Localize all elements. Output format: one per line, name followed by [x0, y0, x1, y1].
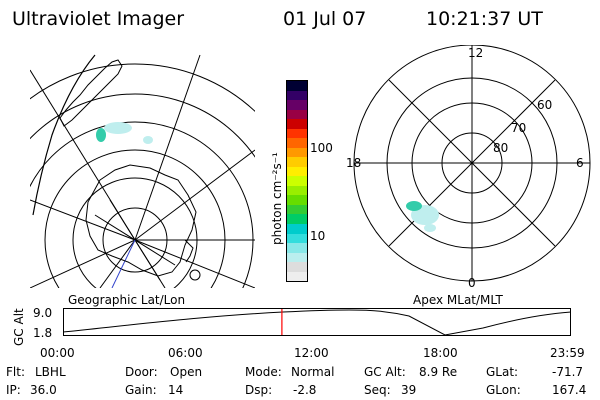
colorbar-segment [287, 195, 307, 205]
colorbar-segment [287, 109, 307, 120]
time-label: 10:21:37 UT [426, 8, 543, 30]
colorbar-segment [287, 233, 307, 244]
noon-meridian [111, 239, 136, 288]
geographic-panel-label: Geographic Lat/Lon [68, 293, 186, 307]
mlat-label-70: 70 [511, 121, 527, 135]
timeline-y-label-min: 1.8 [33, 326, 53, 340]
colorbar-segment [287, 243, 307, 253]
colorbar-segment [287, 100, 307, 110]
colorbar [286, 80, 308, 282]
colorbar-segment [287, 252, 307, 263]
colorbar-segment [287, 147, 307, 158]
colorbar-segment [287, 90, 307, 101]
timeline-x-label-2359: 23:59 [550, 346, 585, 360]
geographic-map [30, 54, 255, 288]
new-zealand-coastline [59, 59, 123, 127]
timeline-axis-title: GC Alt [12, 308, 26, 346]
altitude-curve [63, 309, 571, 336]
colorbar-segment [287, 214, 307, 224]
colorbar-segment [287, 81, 307, 91]
colorbar-segment [287, 204, 307, 215]
mode-value: Normal [291, 365, 335, 379]
gc-alt-label: GC Alt: [364, 365, 406, 379]
colorbar-tick-10: 10 [310, 229, 326, 243]
dsp-label: Dsp: [245, 383, 273, 397]
door-label: Door: [125, 365, 158, 379]
door-value: Open [170, 365, 203, 379]
timeline-x-label-0000: 00:00 [40, 346, 75, 360]
date-label: 01 Jul 07 [283, 8, 367, 30]
gc-alt-value: 8.9 Re [419, 365, 458, 379]
colorbar-segment [287, 166, 307, 177]
aurora-blob-geo [96, 122, 153, 144]
colorbar-segment [287, 119, 307, 129]
colorbar-segment [287, 223, 307, 234]
glat-value: -71.7 [552, 365, 584, 379]
longitude-lines [30, 54, 255, 288]
antarctica-coastline [85, 164, 197, 277]
gain-value: 14 [168, 383, 184, 397]
colorbar-units-label: photon cm⁻²s⁻¹ [270, 152, 284, 245]
horizon-limb [32, 54, 96, 216]
filter-label: Flt: [6, 365, 25, 379]
aurora-blob-mag [406, 201, 439, 232]
colorbar-segment [287, 157, 307, 167]
colorbar-tick-100: 100 [310, 141, 333, 155]
ip-label: IP: [6, 383, 21, 397]
mode-label: Mode: [245, 365, 282, 379]
timeline-x-label-0600: 06:00 [168, 346, 203, 360]
seq-label: Seq: [364, 383, 391, 397]
mlt-label-6: 6 [576, 156, 584, 170]
colorbar-segment [287, 271, 307, 282]
seq-value: 39 [401, 383, 417, 397]
colorbar-segment [287, 176, 307, 186]
timeline-y-label-max: 9.0 [33, 306, 53, 320]
glon-value: 167.4 [552, 383, 587, 397]
magnetic-panel-label: Apex MLat/MLT [413, 293, 503, 307]
mlt-label-18: 18 [346, 156, 362, 170]
latitude-circles [30, 63, 255, 288]
glon-label: GLon: [486, 383, 521, 397]
glat-label: GLat: [486, 365, 519, 379]
colorbar-segment [287, 185, 307, 196]
colorbar-segment [287, 262, 307, 272]
timeline-x-label-1800: 18:00 [423, 346, 458, 360]
mlat-label-60: 60 [537, 98, 553, 112]
instrument-title: Ultraviolet Imager [12, 8, 185, 30]
timeline-frame [63, 308, 571, 336]
dsp-value: -2.8 [293, 383, 317, 397]
mlt-label-0: 0 [468, 276, 476, 290]
gain-label: Gain: [125, 383, 157, 397]
magnetic-polar-plot [353, 45, 591, 282]
timeline-x-label-1200: 12:00 [294, 346, 329, 360]
colorbar-segment [287, 128, 307, 139]
ip-value: 36.0 [30, 383, 57, 397]
mlat-label-80: 80 [493, 141, 509, 155]
colorbar-segment [287, 138, 307, 148]
altitude-timeline [63, 308, 571, 336]
filter-value: LBHL [35, 365, 66, 379]
mlt-label-12: 12 [468, 46, 484, 60]
